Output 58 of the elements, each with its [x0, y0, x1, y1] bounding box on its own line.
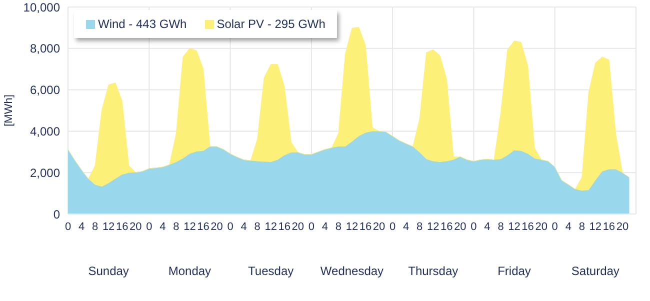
text: Tuesday	[247, 264, 295, 278]
x-tick-label: 0	[390, 220, 396, 233]
y-axis-title: [MWh]	[2, 94, 15, 126]
y-tick-label: 2,000	[30, 166, 60, 180]
text: Thursday	[407, 264, 460, 278]
y-tick-label: 4,000	[30, 124, 60, 138]
x-tick-label: 20	[372, 220, 386, 233]
text: Friday	[496, 264, 532, 278]
x-tick-label: 20	[210, 220, 223, 233]
x-tick-label: 16	[278, 220, 291, 233]
legend-label: Wind - 443 GWh	[97, 17, 187, 31]
x-tick-label: 16	[197, 220, 210, 233]
x-tick-label: 8	[578, 220, 585, 233]
x-tick-label: 12	[184, 220, 196, 233]
x-tick-label: 20	[535, 220, 548, 233]
x-tick-label: 8	[498, 220, 504, 233]
x-tick-label: 0	[552, 220, 558, 233]
x-tick-label: 16	[116, 220, 128, 233]
x-tick-label: 12	[346, 220, 358, 233]
x-tick-label: 16	[440, 220, 453, 233]
x-tick-label: 20	[129, 220, 142, 233]
x-tick-label: 0	[308, 220, 314, 233]
y-tick-label: 6,000	[30, 83, 60, 98]
x-tick-label: 16	[359, 220, 372, 233]
x-tick-label: 0	[470, 220, 477, 233]
x-tick-label: 12	[589, 220, 602, 233]
x-tick-label: 4	[240, 220, 247, 233]
y-tick-label: 10,000	[23, 0, 60, 14]
y-tick-label: 0	[53, 207, 60, 222]
x-tick-label: 0	[227, 220, 234, 233]
x-tick-label: 4	[484, 220, 490, 233]
x-tick-label: 4	[322, 220, 328, 233]
x-tick-label: 0	[64, 220, 72, 233]
x-tick-label: 8	[416, 220, 423, 233]
text: Monday	[167, 264, 212, 278]
x-tick-label: 8	[254, 220, 260, 233]
x-tick-label: 16	[602, 220, 616, 233]
x-tick-label: 20	[454, 220, 466, 233]
text: Wednesday	[319, 264, 385, 278]
x-tick-label: 16	[522, 220, 534, 233]
x-tick-label: 8	[173, 220, 180, 233]
y-tick-label: 8,000	[30, 42, 60, 56]
text: Sunday	[87, 264, 130, 278]
x-tick-label: 12	[427, 220, 440, 233]
x-tick-label: 4	[565, 220, 572, 233]
x-tick-label: 0	[146, 220, 152, 233]
legend-label: Solar PV - 295 GWh	[216, 17, 326, 31]
x-tick-label: 8	[335, 220, 342, 233]
x-tick-label: 4	[78, 220, 85, 233]
x-tick-label: 20	[616, 220, 629, 233]
x-tick-label: 12	[508, 220, 520, 233]
x-tick-label: 4	[403, 220, 410, 233]
x-tick-label: 4	[160, 220, 166, 233]
text: Saturday	[570, 264, 620, 278]
x-tick-label: 12	[102, 220, 115, 233]
x-tick-label: 20	[292, 220, 304, 233]
x-tick-label: 8	[92, 220, 98, 233]
x-tick-label: 12	[264, 220, 277, 233]
